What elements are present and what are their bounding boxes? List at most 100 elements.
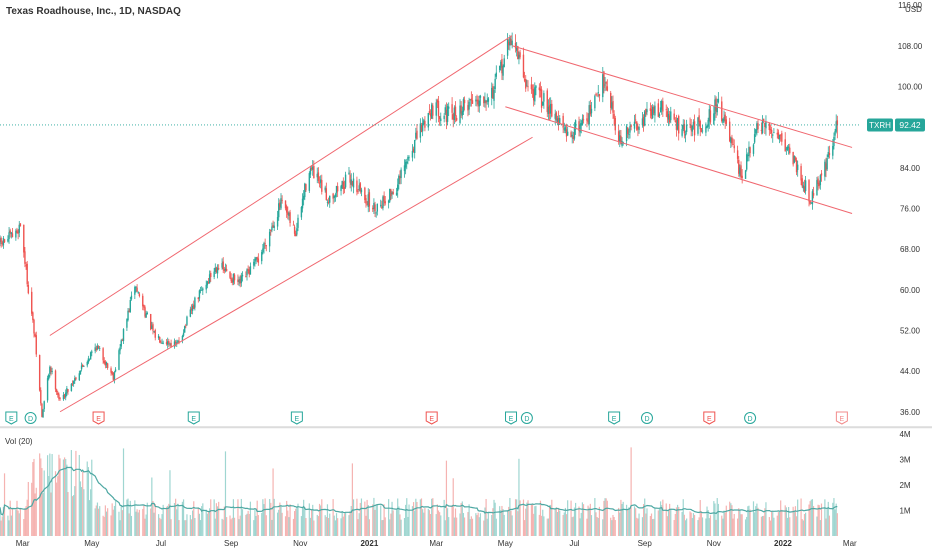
volume-bar (487, 512, 489, 536)
volume-bar (309, 517, 312, 536)
candle (819, 174, 822, 190)
time-axis[interactable]: Mar May Jul Sep Nov 2021 Mar May Jul Sep Nov 2022 Ma… (16, 539, 857, 548)
candle (416, 124, 418, 140)
dividend-marker[interactable]: D (640, 412, 653, 424)
candle (128, 308, 130, 313)
candle (142, 293, 144, 311)
volume-bar (218, 501, 220, 536)
volume-bar (436, 504, 438, 536)
candle (658, 112, 661, 119)
candle (659, 100, 662, 113)
candle (429, 109, 432, 121)
volume-bar (771, 511, 773, 536)
volume-bar (184, 520, 186, 536)
volume-bar (548, 505, 551, 536)
volume-bar (730, 503, 732, 536)
candle (279, 199, 281, 211)
volume-bar (42, 493, 44, 536)
earnings-marker[interactable]: E (92, 411, 105, 425)
candle (276, 210, 279, 230)
candle (522, 47, 525, 79)
volume-bar (419, 499, 421, 536)
volume-bar (87, 467, 89, 536)
candle (738, 156, 740, 177)
volume-bar (121, 510, 123, 536)
volume-bar (460, 502, 462, 536)
earnings-marker[interactable]: E (425, 411, 438, 425)
volume-bar (518, 458, 520, 536)
trend-line[interactable] (59, 136, 533, 413)
candle (15, 228, 17, 241)
volume-bar (303, 499, 305, 536)
dividend-marker[interactable]: D (520, 412, 533, 424)
dividend-marker[interactable]: D (744, 412, 757, 424)
candle (301, 193, 304, 213)
volume-bar (230, 519, 232, 536)
candle (340, 184, 342, 196)
earnings-marker[interactable]: E (835, 411, 848, 425)
trend-line[interactable] (505, 106, 853, 214)
earnings-marker[interactable]: E (505, 411, 518, 425)
earnings-marker[interactable]: E (187, 411, 200, 425)
volume-bar (170, 519, 172, 536)
candle (2, 236, 5, 249)
candle (33, 318, 35, 338)
candle (103, 357, 105, 365)
candle (527, 80, 529, 92)
earnings-marker[interactable]: E (5, 411, 18, 425)
candle (636, 121, 638, 131)
volume-bar (412, 502, 415, 536)
candle (768, 122, 771, 136)
candle (344, 171, 347, 189)
volume-bar (261, 512, 263, 536)
candle (207, 277, 210, 285)
candle (312, 160, 314, 176)
volume-bar (351, 463, 353, 536)
symbol-title[interactable]: Texas Roadhouse, Inc., 1D, NASDAQ (6, 6, 181, 17)
candle (644, 110, 646, 127)
volume-bar (445, 460, 448, 536)
candle (67, 389, 69, 395)
candle (455, 115, 458, 122)
earnings-marker[interactable]: E (703, 411, 716, 425)
volume-bar (202, 503, 204, 536)
trend-line[interactable] (512, 45, 853, 148)
candle (519, 49, 521, 60)
candle (451, 97, 453, 120)
candle (51, 367, 53, 375)
candle (836, 115, 839, 139)
volume-bar (714, 503, 716, 536)
last-price-tag: TXRH 92.42 (867, 118, 925, 132)
price-axis[interactable]: 116.00 108.00 100.00 84.00 76.00 68.00 60.00 52… (898, 1, 923, 417)
earnings-marker[interactable]: E (290, 411, 303, 425)
volume-bar (674, 514, 676, 536)
volume-bar (364, 501, 366, 536)
volume-bar (193, 501, 195, 536)
volume-bar (272, 468, 274, 536)
volume-bar (264, 498, 266, 536)
volume-bar (519, 500, 521, 536)
volume-bar (826, 509, 828, 536)
candle (32, 311, 34, 323)
candle (364, 186, 366, 204)
earnings-marker[interactable]: E (608, 411, 621, 425)
candle (827, 146, 829, 159)
candle (342, 177, 345, 195)
trend-line[interactable] (49, 35, 513, 336)
volume-bar (723, 510, 725, 536)
volume-axis[interactable]: 4M 3M 2M 1M (899, 430, 910, 515)
candle (479, 94, 482, 106)
volume-bar (670, 509, 672, 536)
dividend-marker[interactable]: D (24, 412, 37, 424)
candle (265, 244, 267, 252)
volume-pane-label[interactable]: Vol (20) (5, 437, 33, 446)
candle (121, 338, 124, 342)
volume-bar (834, 509, 836, 536)
volume-tick-label: 4M (899, 430, 910, 439)
candle (348, 166, 350, 175)
volume-bar (501, 505, 503, 536)
pane-separator (0, 426, 932, 429)
candle (794, 156, 797, 162)
